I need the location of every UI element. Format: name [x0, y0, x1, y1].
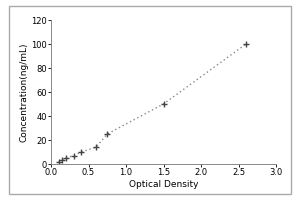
Y-axis label: Concentration(ng/mL): Concentration(ng/mL) — [19, 42, 28, 142]
X-axis label: Optical Density: Optical Density — [129, 180, 198, 189]
